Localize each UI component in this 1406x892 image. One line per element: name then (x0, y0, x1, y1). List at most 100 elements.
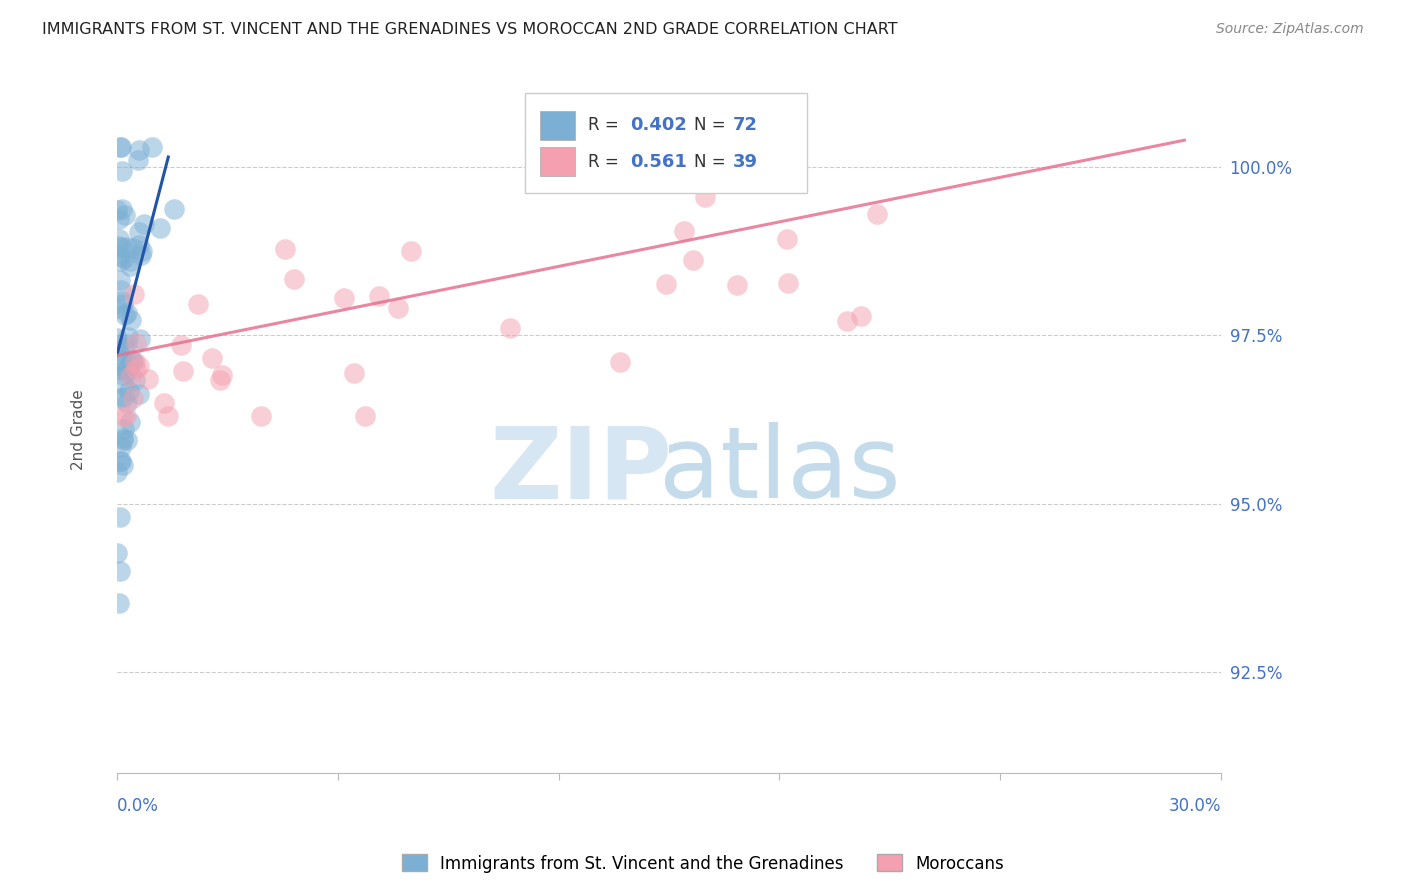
Point (115, 306, 138, 320)
Text: N =: N = (695, 117, 731, 135)
Point (609, 355, 631, 369)
Point (208, 373, 231, 387)
Point (149, 220, 172, 235)
FancyBboxPatch shape (526, 94, 807, 193)
Point (283, 272, 305, 286)
Legend: Immigrants from St. Vincent and the Grenadines, Moroccans: Immigrants from St. Vincent and the Gren… (395, 847, 1011, 880)
Point (156, 409, 179, 423)
Point (110, 454, 132, 468)
Point (673, 224, 696, 238)
Point (120, 254, 142, 268)
Text: 39: 39 (733, 153, 758, 171)
Point (115, 409, 138, 423)
Point (115, 240, 138, 254)
Text: 2nd Grade: 2nd Grade (70, 389, 86, 470)
FancyBboxPatch shape (540, 147, 575, 177)
Point (121, 352, 143, 367)
Point (129, 333, 152, 347)
Point (682, 253, 704, 268)
Point (117, 329, 139, 343)
Point (112, 431, 135, 445)
Point (108, 596, 131, 610)
Point (776, 231, 799, 245)
Point (120, 416, 142, 430)
Point (108, 454, 131, 468)
Point (120, 357, 142, 371)
Point (111, 353, 134, 368)
Point (332, 291, 354, 305)
Point (163, 202, 186, 216)
Text: IMMIGRANTS FROM ST. VINCENT AND THE GRENADINES VS MOROCCAN 2ND GRADE CORRELATION: IMMIGRANTS FROM ST. VINCENT AND THE GREN… (42, 22, 898, 37)
Text: atlas: atlas (658, 422, 900, 519)
Point (120, 313, 142, 327)
Point (153, 395, 176, 409)
Point (111, 368, 134, 383)
Point (128, 225, 150, 239)
Point (122, 287, 145, 301)
Point (115, 362, 138, 376)
Point (835, 314, 858, 328)
Text: 0.561: 0.561 (630, 153, 688, 171)
Point (499, 321, 522, 335)
Text: 0.0%: 0.0% (117, 797, 159, 814)
Point (172, 364, 194, 378)
Point (354, 409, 377, 423)
Point (128, 359, 150, 373)
Point (107, 338, 129, 352)
Point (693, 190, 716, 204)
Point (114, 208, 136, 222)
Text: ZIP: ZIP (489, 422, 672, 519)
Point (108, 254, 131, 268)
Point (110, 240, 132, 254)
Text: 72: 72 (733, 117, 758, 135)
Point (125, 336, 148, 351)
Point (112, 377, 135, 392)
Point (112, 409, 135, 423)
Point (136, 372, 159, 386)
Point (107, 331, 129, 345)
Point (111, 202, 134, 216)
Point (118, 259, 141, 273)
Point (112, 434, 135, 448)
Point (399, 244, 422, 258)
Point (124, 373, 146, 387)
Text: R =: R = (588, 153, 624, 171)
Point (112, 252, 135, 266)
Point (111, 163, 134, 178)
Point (866, 207, 889, 221)
Point (127, 153, 149, 167)
Point (125, 361, 148, 376)
Point (776, 276, 799, 290)
Point (131, 244, 153, 259)
Point (122, 391, 145, 405)
Point (114, 308, 136, 322)
Point (115, 396, 138, 410)
Point (117, 384, 139, 398)
Point (387, 301, 409, 315)
Point (201, 351, 224, 366)
Text: 0.402: 0.402 (630, 117, 688, 135)
Point (118, 369, 141, 384)
Point (108, 212, 131, 227)
Point (107, 301, 129, 316)
Text: N =: N = (695, 153, 731, 171)
Point (112, 391, 135, 405)
Point (115, 365, 138, 379)
Point (107, 239, 129, 253)
Point (110, 564, 132, 578)
Point (368, 288, 391, 302)
Text: Source: ZipAtlas.com: Source: ZipAtlas.com (1216, 22, 1364, 37)
Point (112, 341, 135, 355)
FancyBboxPatch shape (540, 112, 575, 140)
Point (124, 355, 146, 369)
Point (128, 387, 150, 401)
Point (110, 140, 132, 154)
Point (122, 241, 145, 255)
Point (725, 277, 748, 292)
Point (128, 238, 150, 252)
Point (655, 277, 678, 291)
Point (107, 249, 129, 263)
Point (111, 293, 134, 308)
Point (187, 297, 209, 311)
Point (111, 359, 134, 373)
